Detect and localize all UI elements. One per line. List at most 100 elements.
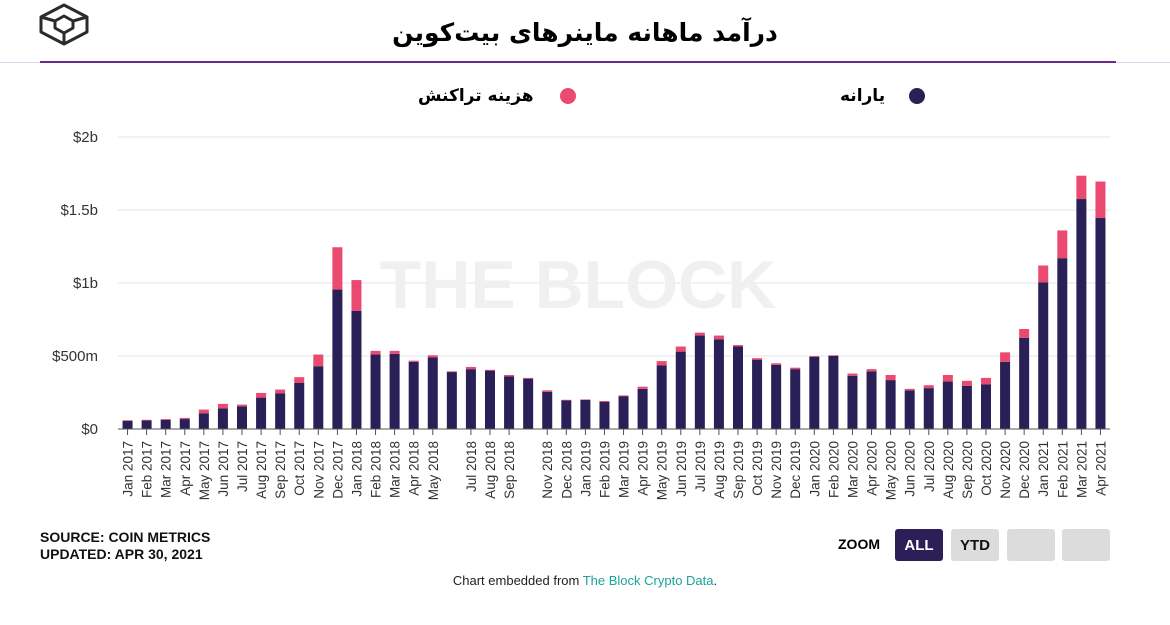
bar-subsidy[interactable] (427, 357, 438, 429)
bar-subsidy[interactable] (1038, 282, 1049, 429)
bar-subsidy[interactable] (256, 397, 267, 429)
bar-fees[interactable] (866, 369, 877, 372)
bar-fees[interactable] (561, 399, 572, 401)
bar-fees[interactable] (790, 367, 801, 370)
bar-subsidy[interactable] (542, 391, 553, 429)
bar-fees[interactable] (599, 400, 610, 402)
bar-fees[interactable] (275, 389, 286, 394)
bar-subsidy[interactable] (752, 359, 763, 429)
bar-fees[interactable] (1095, 181, 1106, 219)
bar-fees[interactable] (427, 355, 438, 358)
bar-fees[interactable] (981, 377, 991, 385)
bar-fees[interactable] (141, 419, 152, 421)
bar-subsidy[interactable] (961, 385, 972, 429)
zoom-button-4[interactable] (1062, 529, 1110, 561)
bar-subsidy[interactable] (485, 370, 495, 429)
bar-subsidy[interactable] (942, 381, 953, 429)
bar-fees[interactable] (523, 377, 534, 379)
bar-fees[interactable] (389, 350, 400, 354)
bar-fees[interactable] (809, 356, 820, 357)
bar-subsidy[interactable] (675, 351, 686, 429)
bar-fees[interactable] (637, 386, 648, 389)
bar-subsidy[interactable] (408, 361, 419, 429)
bar-subsidy[interactable] (809, 356, 820, 429)
bar-subsidy[interactable] (1076, 199, 1087, 429)
bar-fees[interactable] (1076, 175, 1087, 200)
bar-subsidy[interactable] (179, 419, 190, 429)
bar-fees[interactable] (294, 377, 305, 384)
bar-fees[interactable] (370, 350, 381, 355)
bar-fees[interactable] (122, 420, 133, 421)
bar-subsidy[interactable] (389, 353, 400, 429)
bar-fees[interactable] (771, 363, 782, 365)
bar-fees[interactable] (733, 345, 743, 347)
bar-subsidy[interactable] (1000, 361, 1011, 429)
bar-subsidy[interactable] (580, 399, 591, 429)
bar-fees[interactable] (1057, 230, 1068, 259)
bar-subsidy[interactable] (904, 390, 915, 429)
bar-fees[interactable] (313, 354, 324, 367)
bar-fees[interactable] (237, 404, 247, 407)
bar-subsidy[interactable] (141, 420, 152, 429)
bar-subsidy[interactable] (1057, 258, 1068, 429)
bar-subsidy[interactable] (637, 388, 648, 429)
bar-fees[interactable] (504, 374, 515, 377)
bar-fees[interactable] (485, 369, 495, 371)
bar-subsidy[interactable] (713, 339, 724, 429)
bar-fees[interactable] (542, 390, 553, 392)
bar-subsidy[interactable] (523, 378, 534, 429)
bar-fees[interactable] (408, 360, 419, 362)
bar-subsidy[interactable] (160, 419, 171, 429)
bar-subsidy[interactable] (599, 401, 610, 429)
bar-subsidy[interactable] (790, 369, 801, 429)
legend-item-fees[interactable]: هزینه تراکنش (418, 86, 576, 106)
bar-fees[interactable] (351, 280, 362, 311)
bar-subsidy[interactable] (828, 356, 839, 429)
bar-fees[interactable] (885, 374, 896, 381)
bar-subsidy[interactable] (656, 365, 667, 429)
footer-link[interactable]: The Block Crypto Data (582, 573, 714, 588)
bar-fees[interactable] (713, 335, 724, 340)
bar-fees[interactable] (1000, 352, 1011, 362)
bar-fees[interactable] (618, 395, 629, 397)
bar-subsidy[interactable] (733, 346, 743, 429)
bar-fees[interactable] (332, 247, 343, 290)
bar-fees[interactable] (446, 371, 457, 373)
bar-subsidy[interactable] (465, 369, 476, 429)
bar-fees[interactable] (923, 385, 934, 389)
bar-subsidy[interactable] (313, 366, 324, 429)
bar-subsidy[interactable] (618, 396, 629, 429)
bar-subsidy[interactable] (198, 413, 209, 429)
bar-subsidy[interactable] (885, 380, 896, 429)
bar-fees[interactable] (752, 358, 763, 360)
zoom-all-button[interactable]: ALL (895, 529, 943, 561)
bar-fees[interactable] (198, 409, 209, 414)
bar-fees[interactable] (694, 332, 705, 336)
bar-fees[interactable] (828, 355, 839, 356)
bar-fees[interactable] (961, 380, 972, 386)
bar-subsidy[interactable] (847, 375, 858, 429)
bar-fees[interactable] (847, 373, 858, 376)
bar-fees[interactable] (1019, 328, 1030, 338)
bar-subsidy[interactable] (981, 384, 991, 429)
bar-subsidy[interactable] (504, 376, 515, 429)
bar-subsidy[interactable] (217, 408, 228, 429)
bar-subsidy[interactable] (694, 335, 705, 429)
bar-subsidy[interactable] (866, 371, 877, 429)
bar-fees[interactable] (675, 346, 686, 352)
bar-fees[interactable] (256, 392, 267, 398)
bar-subsidy[interactable] (1095, 218, 1106, 429)
bar-fees[interactable] (656, 361, 667, 366)
zoom-button-3[interactable] (1007, 529, 1055, 561)
bar-subsidy[interactable] (370, 354, 381, 429)
bar-subsidy[interactable] (275, 393, 286, 429)
bar-subsidy[interactable] (332, 289, 343, 429)
bar-subsidy[interactable] (351, 310, 362, 429)
bar-subsidy[interactable] (237, 406, 247, 429)
bar-fees[interactable] (217, 403, 228, 409)
bar-subsidy[interactable] (771, 364, 782, 429)
bar-subsidy[interactable] (1019, 337, 1030, 429)
zoom-ytd-button[interactable]: YTD (951, 529, 999, 561)
bar-subsidy[interactable] (923, 388, 934, 429)
bar-fees[interactable] (904, 388, 915, 391)
